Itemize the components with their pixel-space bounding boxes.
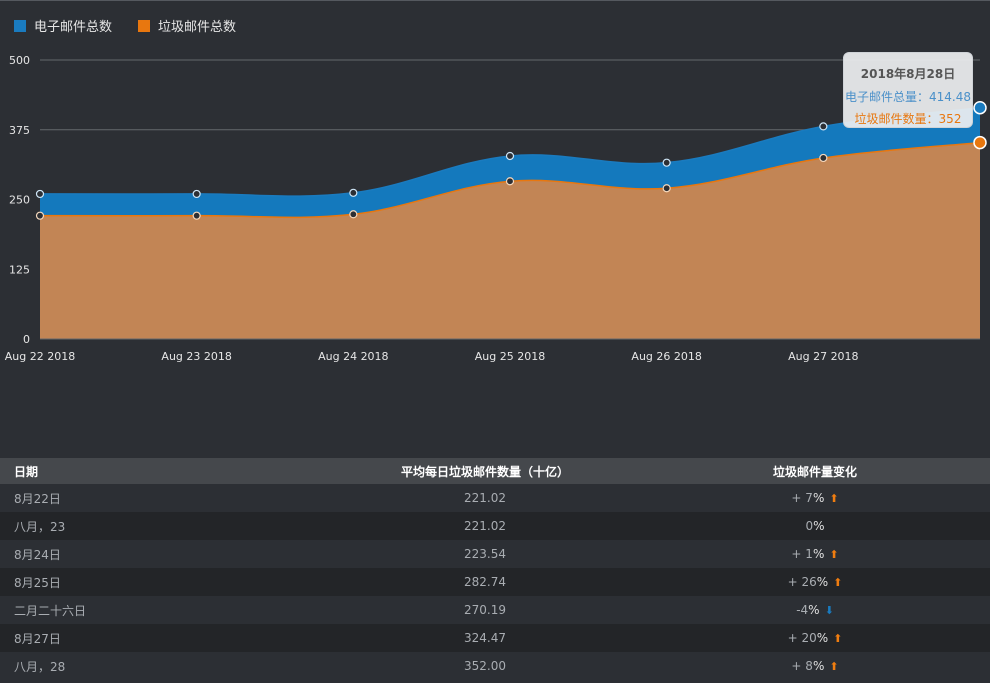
- cell-date: 8月25日: [14, 575, 61, 590]
- x-tick-label: Aug 23 2018: [161, 350, 231, 363]
- table-row: 8月24日 223.54 + 1% ⬆: [0, 540, 990, 568]
- y-tick-label: 0: [23, 333, 30, 346]
- cell-avg-spam: 221.02: [464, 491, 506, 505]
- y-tick-label: 375: [9, 124, 30, 137]
- header-spam-change[interactable]: 垃圾邮件量变化: [772, 464, 857, 479]
- legend-label-spam: 垃圾邮件总数: [158, 20, 237, 35]
- change-value: 0%: [805, 519, 825, 533]
- point-spam: [973, 135, 987, 150]
- x-tick-label: Aug 26 2018: [631, 350, 701, 363]
- cell-date: 八月，23: [14, 519, 66, 534]
- tooltip-title: 2018年8月28日: [860, 67, 956, 81]
- table-row: 八月，28 352.00 + 8% ⬆: [0, 652, 990, 680]
- table-row: 8月25日 282.74 + 26% ⬆: [0, 568, 990, 596]
- change-value: + 20%: [787, 631, 829, 645]
- cell-avg-spam: 324.47: [464, 631, 506, 645]
- point-email: [819, 122, 828, 131]
- header-date[interactable]: 日期: [14, 464, 39, 479]
- cell-date: 8月24日: [14, 547, 61, 562]
- point-email: [192, 189, 201, 199]
- point-spam: [662, 184, 671, 193]
- change-value: + 7%: [791, 491, 825, 505]
- area-spam: [40, 142, 980, 339]
- y-tick-label: 500: [9, 54, 30, 67]
- legend: 电子邮件总数 垃圾邮件总数: [14, 16, 236, 35]
- cell-avg-spam: 282.74: [464, 575, 506, 589]
- x-tick-label: Aug 27 2018: [788, 350, 858, 363]
- legend-item-spam[interactable]: 垃圾邮件总数: [138, 16, 236, 35]
- change-value: + 1%: [791, 547, 825, 561]
- tooltip-spam-row: 垃圾邮件数量：352: [854, 112, 962, 126]
- point-spam: [819, 153, 828, 163]
- tooltip-email-row: 电子邮件总量：414.48: [845, 90, 971, 104]
- legend-swatch-email: [14, 19, 26, 32]
- area-chart[interactable]: 0 125 250 375 500 Aug 22 2018 Aug 23 2018 Aug 2…: [0, 0, 990, 450]
- data-table: 日期 平均每日垃圾邮件数量（十亿） 垃圾邮件量变化 8月22日 221.02 + 7…: [0, 458, 990, 680]
- point-email: [662, 158, 671, 167]
- cell-spam-change: 0%: [640, 519, 990, 533]
- cell-date: 二月二十六日: [14, 603, 87, 618]
- point-spam: [505, 177, 515, 186]
- arrow-up-icon: ⬆: [833, 632, 843, 645]
- cell-spam-change: + 7% ⬆: [640, 491, 990, 505]
- point-spam: [192, 211, 201, 220]
- arrow-up-icon: ⬆: [833, 576, 843, 589]
- legend-label-email: 电子邮件总数: [34, 20, 113, 35]
- point-spam: [35, 211, 45, 220]
- point-email: [505, 151, 515, 161]
- y-tick-label: 250: [9, 194, 30, 207]
- change-value: + 26%: [787, 575, 829, 589]
- table-row: 二月二十六日 270.19 -4% ⬇: [0, 596, 990, 624]
- x-tick-label: Aug 25 2018: [475, 350, 545, 363]
- top-border: [0, 0, 990, 1]
- point-spam: [349, 210, 358, 219]
- cell-spam-change: + 1% ⬆: [640, 547, 990, 561]
- table-row: 8月22日 221.02 + 7% ⬆: [0, 484, 990, 512]
- table-row: 8月27日 324.47 + 20% ⬆: [0, 624, 990, 652]
- legend-item-email[interactable]: 电子邮件总数: [14, 16, 112, 35]
- table-row: 八月，23 221.02 0%: [0, 512, 990, 540]
- cell-date: 8月22日: [14, 491, 61, 506]
- cell-avg-spam: 223.54: [464, 547, 506, 561]
- cell-avg-spam: 270.19: [464, 603, 506, 617]
- cell-spam-change: + 26% ⬆: [640, 575, 990, 589]
- point-email: [35, 189, 45, 199]
- point-email: [973, 100, 987, 115]
- cell-avg-spam: 352.00: [464, 659, 506, 673]
- change-value: + 8%: [791, 659, 825, 673]
- y-tick-label: 125: [9, 263, 30, 276]
- point-email: [349, 188, 358, 197]
- cell-date: 八月，28: [14, 659, 66, 674]
- legend-swatch-spam: [138, 19, 151, 32]
- x-tick-label: Aug 24 2018: [318, 350, 388, 363]
- table-body: 8月22日 221.02 + 7% ⬆ 八月，23 221.02 0% 8月24日 223.54…: [0, 484, 990, 680]
- arrow-down-icon: ⬇: [824, 604, 834, 617]
- x-tick-label: Aug 22 2018: [5, 350, 75, 363]
- tooltip: 2018年8月28日 电子邮件总量：414.48 垃圾邮件数量：352: [843, 52, 973, 128]
- cell-spam-change: + 20% ⬆: [640, 631, 990, 645]
- cell-spam-change: -4% ⬇: [640, 603, 990, 617]
- cell-date: 8月27日: [14, 631, 61, 646]
- table-header: 日期 平均每日垃圾邮件数量（十亿） 垃圾邮件量变化: [0, 458, 990, 484]
- header-avg-spam[interactable]: 平均每日垃圾邮件数量（十亿）: [400, 464, 569, 479]
- arrow-up-icon: ⬆: [829, 548, 839, 561]
- cell-avg-spam: 221.02: [464, 519, 506, 533]
- cell-spam-change: + 8% ⬆: [640, 659, 990, 673]
- change-value: -4%: [796, 603, 820, 617]
- arrow-up-icon: ⬆: [829, 492, 839, 505]
- arrow-up-icon: ⬆: [829, 660, 839, 673]
